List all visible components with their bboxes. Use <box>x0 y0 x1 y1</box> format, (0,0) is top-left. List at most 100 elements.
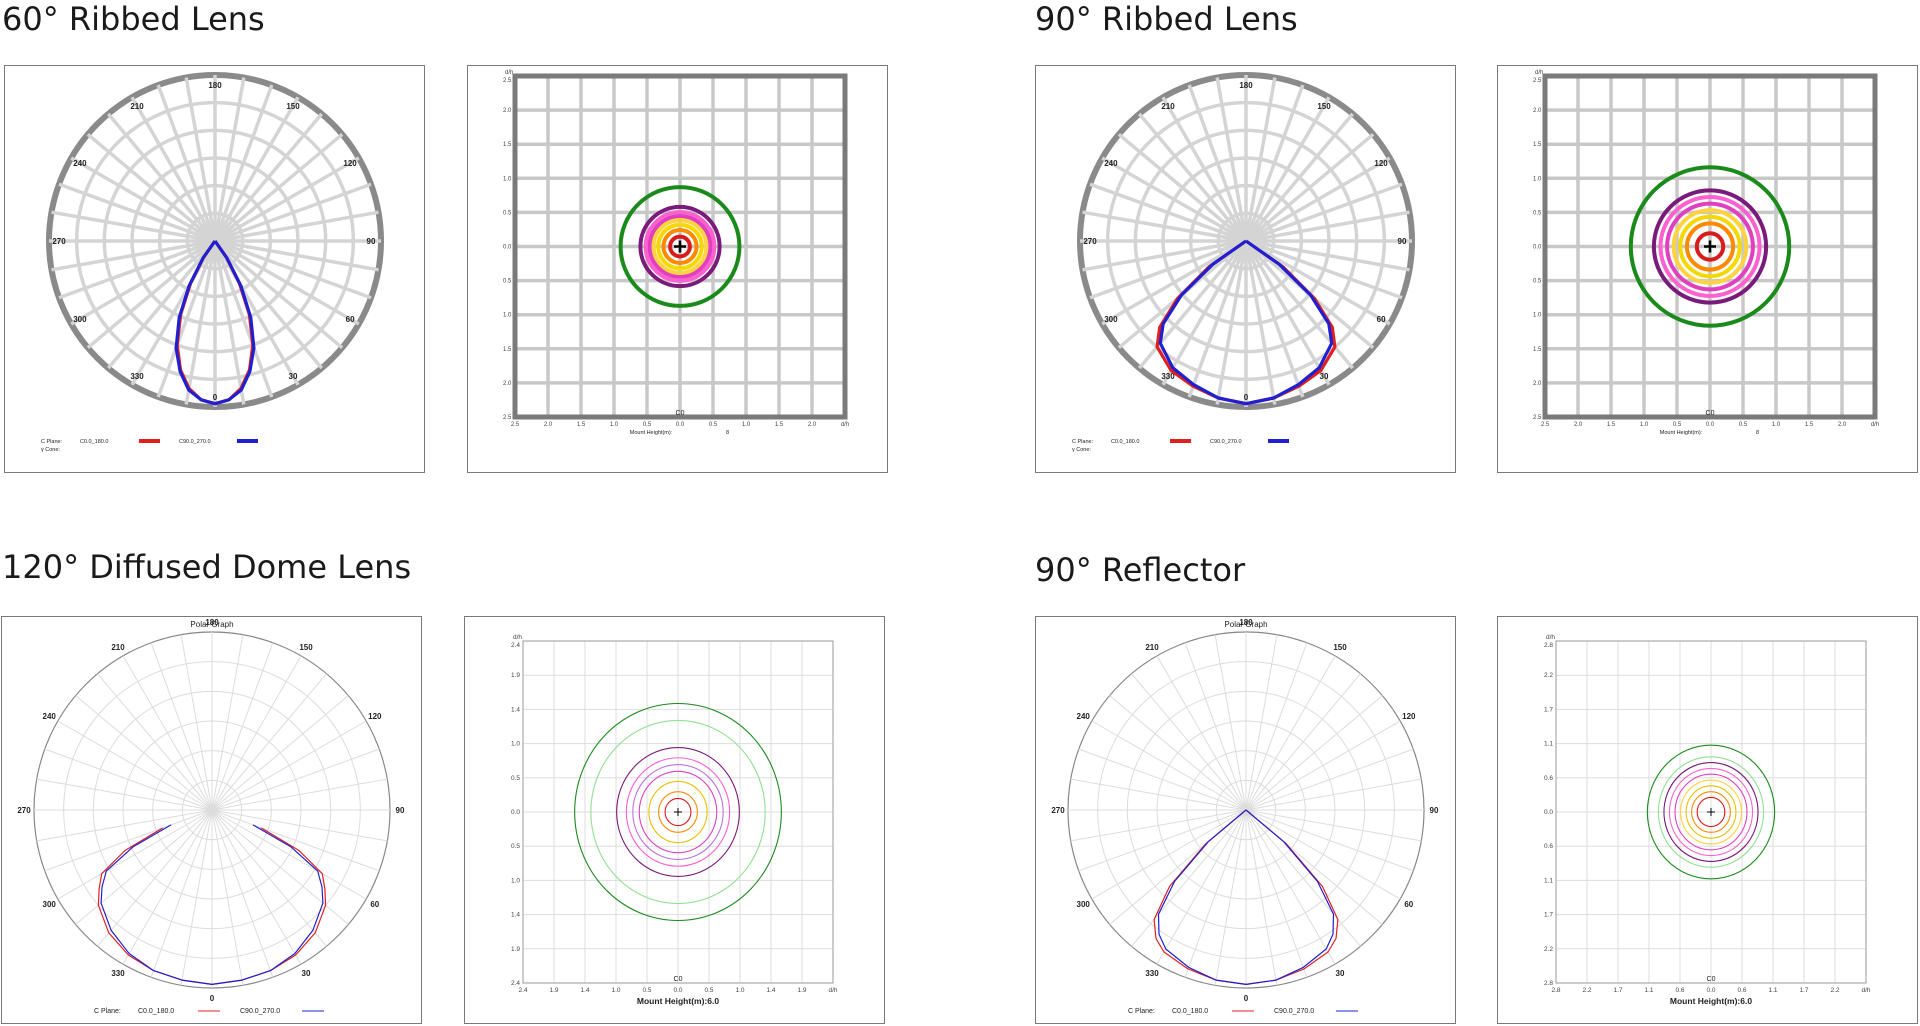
polar-spoke <box>1244 77 1277 242</box>
iso-y-tick: 0.5 <box>503 279 512 285</box>
isolux-panel-1: d/h 2.5 2.0 1.5 1.0 0.5 0.0 0.5 1.0 1.5 2.0 2.5 2.5 2… <box>1497 65 1918 473</box>
isolux-panel-0: d/h 2.5 2.0 1.5 1.0 0.5 0.0 0.5 1.0 1.5 2.0 2.5 2.5 2… <box>467 65 888 473</box>
iso-y-tick: 1.7 <box>1544 706 1553 713</box>
polar-spoke <box>1244 96 1331 242</box>
polar-spoke <box>1244 240 1277 405</box>
polar-spoke <box>211 778 388 811</box>
polar-spoke <box>180 634 213 811</box>
iso-contour-ring <box>1665 201 1755 292</box>
iso-x-tick: 1.0 <box>1772 422 1781 428</box>
iso-x-tick: 0.5 <box>642 987 651 994</box>
iso-frame <box>522 640 834 984</box>
iso-y-tick: 0.5 <box>1533 210 1542 216</box>
iso-x-tick: 2.5 <box>1541 422 1550 428</box>
polar-spoke <box>1156 809 1247 965</box>
polar-spoke <box>1078 809 1247 872</box>
iso-x-tick: 2.0 <box>1838 422 1847 428</box>
iso-contour-ring <box>1663 762 1759 862</box>
polar-angle-label: 90 <box>367 237 376 246</box>
polar-angle-label: 120 <box>343 159 357 168</box>
polar-angle-label: 240 <box>1077 712 1091 721</box>
iso-x-tick: d/h <box>1871 422 1879 428</box>
polar-spoke <box>1245 695 1383 811</box>
polar-spoke <box>211 809 244 986</box>
iso-contour-ring <box>1668 767 1754 857</box>
iso-x-tick: 1.5 <box>1805 422 1814 428</box>
iso-x-tick: 1.0 <box>611 987 620 994</box>
polar-spoke <box>86 132 217 243</box>
iso-x-tick: 0.0 <box>676 422 685 428</box>
iso-x-tick: 2.8 <box>1551 987 1560 994</box>
legend-gamma-label: γ Cone: <box>41 447 60 453</box>
iso-x-tick: 0.5 <box>709 422 718 428</box>
iso-contour-ring <box>1684 221 1736 272</box>
iso-contour-ring <box>1628 165 1792 328</box>
iso-mount-value: 8 <box>1756 430 1759 436</box>
iso-contour-ring <box>1646 744 1776 880</box>
iso-y-tick: 2.0 <box>1533 108 1542 114</box>
iso-contour-ring <box>661 228 699 265</box>
polar-spoke <box>213 239 324 370</box>
iso-contour-ring <box>1685 785 1737 839</box>
polar-angle-label: 150 <box>286 102 300 111</box>
polar-spoke <box>1101 156 1247 243</box>
iso-x-tick: 0.5 <box>1673 422 1682 428</box>
polar-spoke <box>213 112 324 243</box>
polar-spoke <box>214 210 379 243</box>
iso-contour-ring <box>1657 756 1765 868</box>
iso-y-tick: 1.0 <box>1533 313 1542 319</box>
iso-y-tick: 1.9 <box>511 946 520 953</box>
iso-y-tick: 0.0 <box>1544 809 1553 816</box>
iso-x-tick: 1.5 <box>577 422 586 428</box>
polar-angle-label: 0 <box>213 393 218 402</box>
polar-angle-label: 60 <box>1377 315 1386 324</box>
polar-spoke <box>213 240 246 405</box>
polar-spoke <box>211 809 380 872</box>
polar-spoke <box>150 642 213 811</box>
polar-angle-label: 330 <box>111 969 125 978</box>
polar-spoke <box>58 239 216 300</box>
iso-x-tick: d/h <box>1861 987 1870 994</box>
iso-y-tick: 0.5 <box>503 210 512 216</box>
iso-y-tick: 0.0 <box>1533 245 1542 251</box>
polar-spoke <box>214 156 360 243</box>
iso-x-tick: 1.1 <box>1644 987 1653 994</box>
polar-spoke <box>1091 809 1247 900</box>
iso-y-tick: 1.0 <box>511 877 520 884</box>
polar-panel-3: 180 150 120 90 60 30 0 330 300 270 240 210 Polar Gra… <box>1035 616 1456 1024</box>
iso-x-tick: 1.7 <box>1799 987 1808 994</box>
polar-angle-label: 150 <box>1333 643 1347 652</box>
polar-spoke <box>1245 748 1414 811</box>
iso-x-tick: 1.0 <box>1640 422 1649 428</box>
polar-spoke <box>57 809 213 900</box>
iso-y-tick: 1.0 <box>511 741 520 748</box>
polar-spoke <box>1245 642 1308 811</box>
polar-spoke <box>211 642 274 811</box>
polar-spoke <box>1245 210 1410 243</box>
polar-spoke <box>211 720 367 811</box>
polar-spoke <box>1184 809 1247 978</box>
legend-plane-label: C Plane: <box>94 1008 121 1015</box>
iso-x-tick: 1.9 <box>797 987 806 994</box>
polar-spoke <box>51 239 216 272</box>
iso-y-tick: 2.2 <box>1544 946 1553 953</box>
iso-contour-ring <box>1680 779 1742 845</box>
polar-angle-label: 270 <box>1051 806 1065 815</box>
polar-spoke <box>1245 239 1410 272</box>
polar-spoke <box>70 239 216 326</box>
polar-spoke <box>211 809 367 900</box>
polar-angle-label: 330 <box>1145 969 1159 978</box>
iso-x-tick: 1.0 <box>610 422 619 428</box>
polar-spoke <box>1245 655 1336 811</box>
iso-x-tick: d/h <box>828 987 837 994</box>
polar-spoke <box>1245 809 1336 965</box>
polar-angle-label: 300 <box>1104 315 1118 324</box>
section-title-90-ribbed: 90° Ribbed Lens <box>1035 0 1298 38</box>
polar-angle-label: 30 <box>302 969 311 978</box>
iso-c-label: C0 <box>1707 976 1716 983</box>
polar-panel-0: 180 150 120 90 60 30 0 330 300 270 240 210 C Plane: C… <box>4 65 425 473</box>
polar-spoke <box>130 96 217 242</box>
iso-x-tick: 1.4 <box>580 987 589 994</box>
iso-contour-ring <box>1696 796 1726 828</box>
